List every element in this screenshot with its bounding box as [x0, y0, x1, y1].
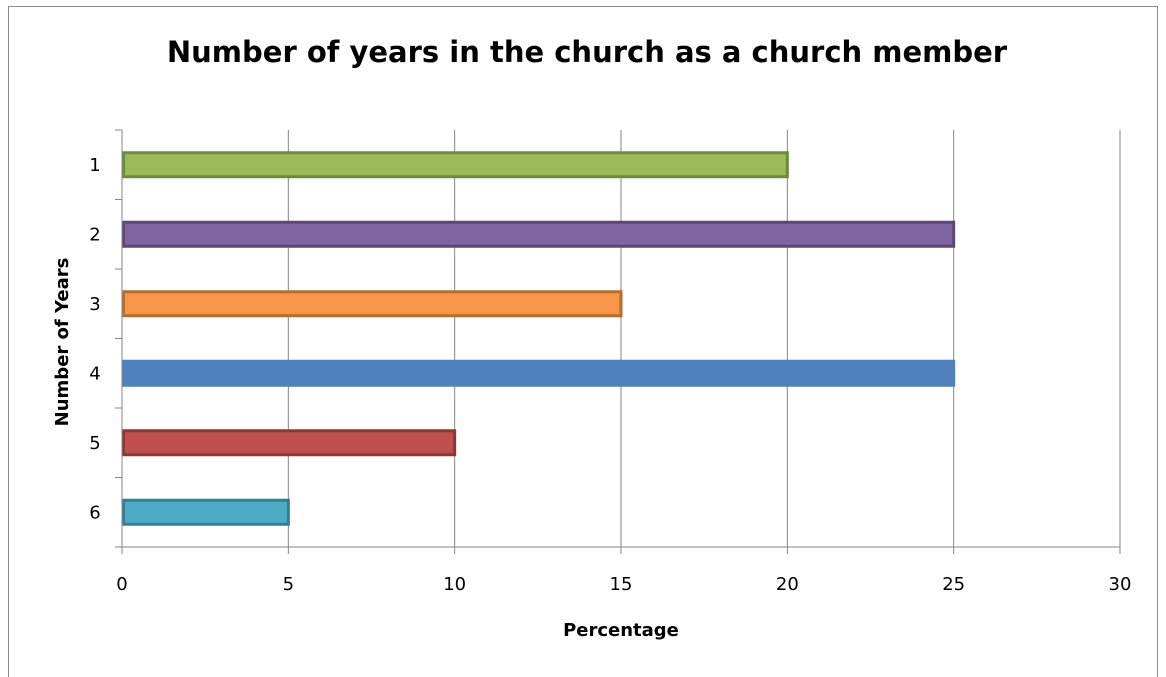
- x-tick-label: 30: [1109, 574, 1132, 595]
- bar: [122, 429, 457, 457]
- y-tick-label: 5: [89, 433, 100, 454]
- x-tick-label: 20: [776, 574, 799, 595]
- bar: [122, 359, 956, 387]
- bar: [122, 498, 290, 526]
- chart-title: Number of years in the church as a churc…: [167, 35, 1008, 69]
- y-axis-label: Number of Years: [52, 258, 73, 427]
- gridlines: [287, 130, 1121, 547]
- bar: [122, 290, 623, 318]
- x-tick-label: 15: [610, 574, 633, 595]
- chart-frame: [8, 6, 1158, 677]
- bar: [122, 220, 956, 248]
- y-tick-label: 3: [89, 294, 100, 315]
- x-tick-label: 10: [443, 574, 466, 595]
- y-tick-label: 4: [89, 363, 100, 384]
- x-tick-label: 5: [283, 574, 294, 595]
- bars: [122, 151, 956, 526]
- y-tick-label: 2: [89, 224, 100, 245]
- x-tick-label: 0: [116, 574, 127, 595]
- y-tick-label: 1: [89, 155, 100, 176]
- axes: [115, 129, 1121, 554]
- bar: [122, 151, 789, 179]
- tick-labels: 0 5 10 15 20 25 30 1 2 3 4 5 6: [89, 155, 1131, 595]
- x-axis-label: Percentage: [563, 620, 679, 641]
- y-tick-label: 6: [89, 502, 100, 523]
- x-tick-label: 25: [942, 574, 965, 595]
